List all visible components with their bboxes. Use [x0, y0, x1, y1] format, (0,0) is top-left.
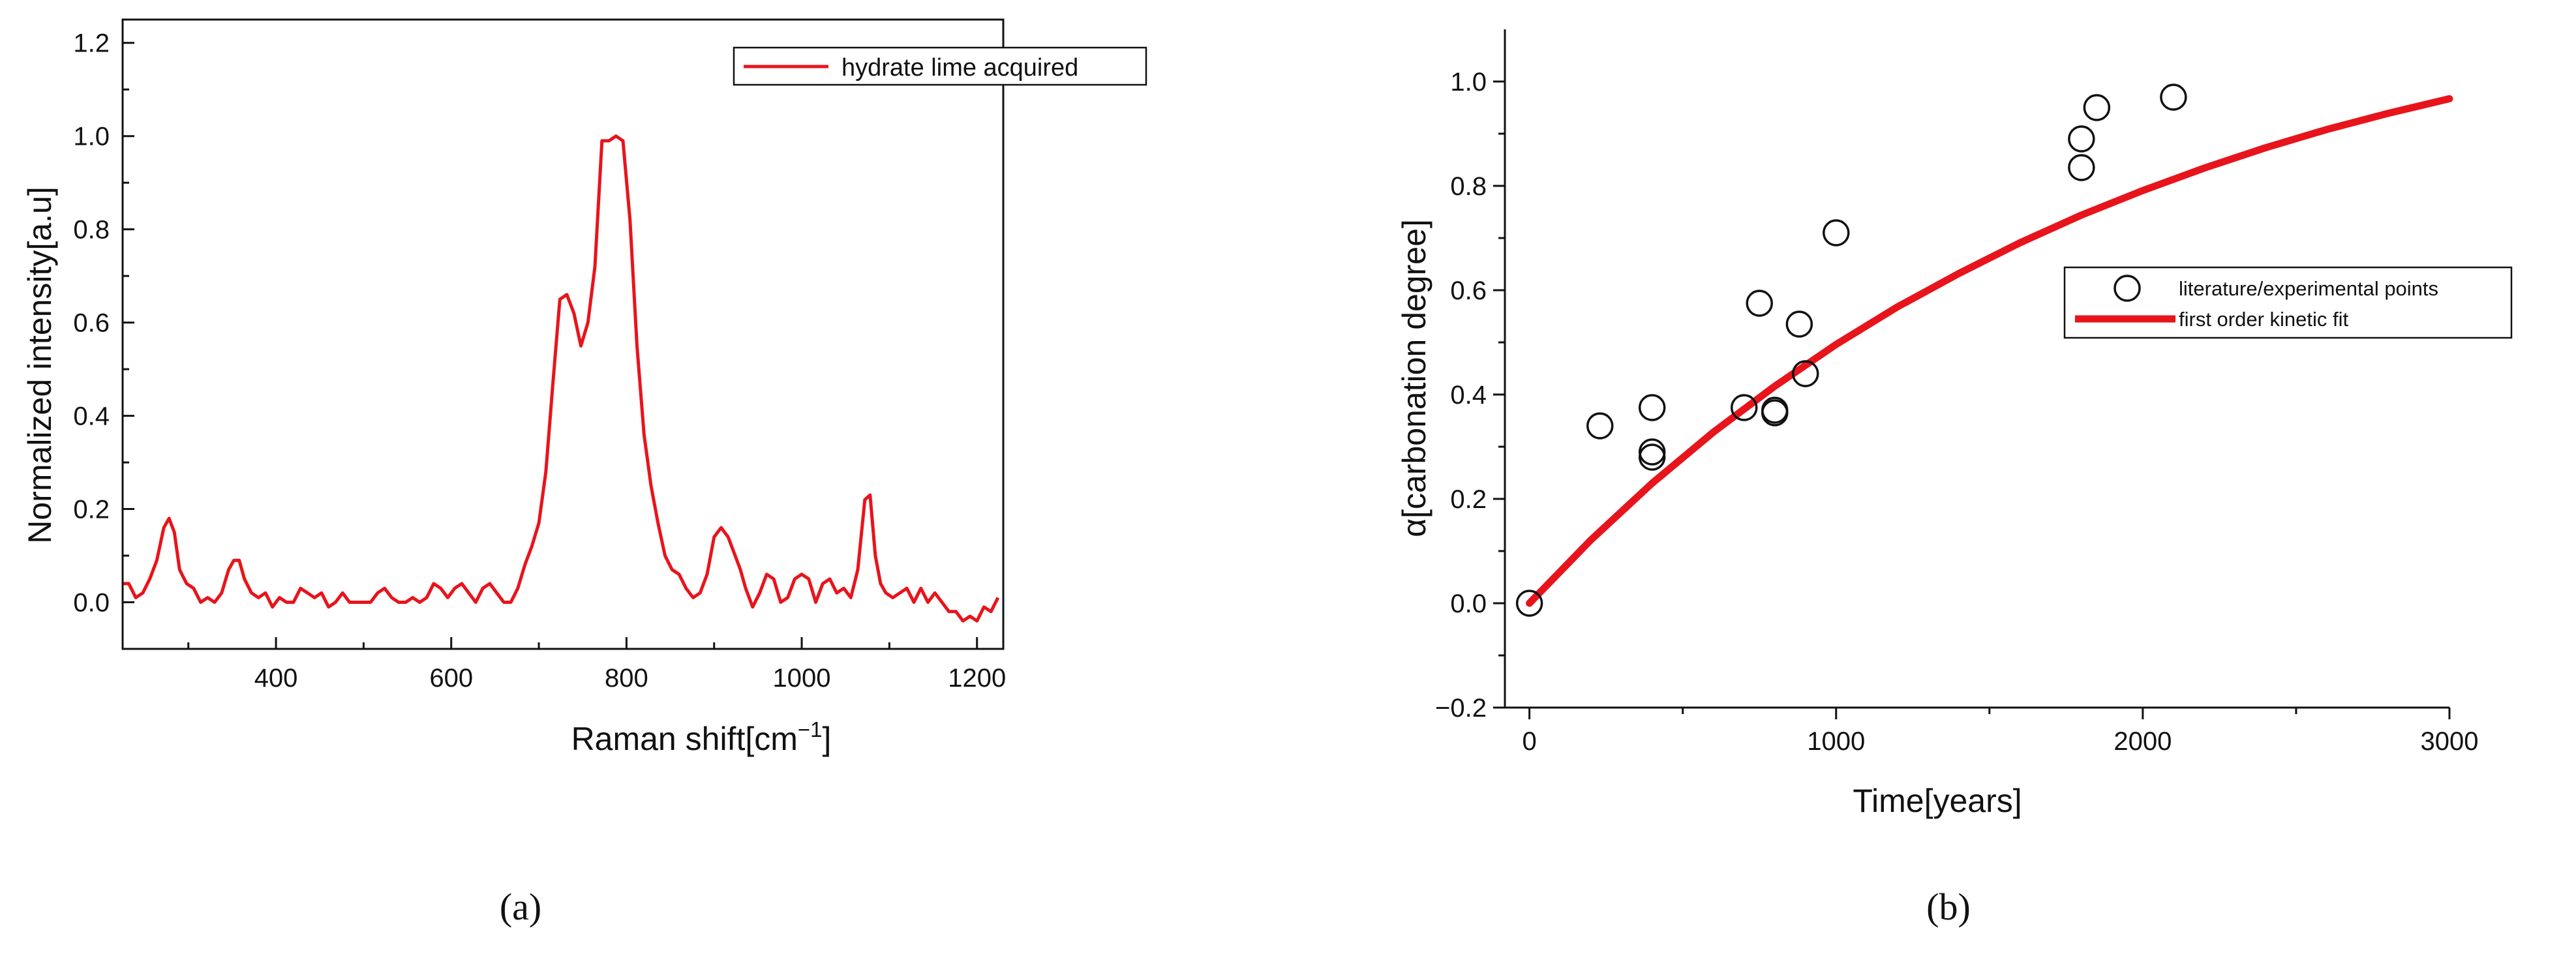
panel-b-legend: literature/experimental points first ord…	[2063, 266, 2513, 339]
panel-b-data-point	[2160, 83, 2187, 111]
panel-b-y-tick-label: 1.0	[1450, 68, 1487, 97]
panel-b-y-tick-label: 0.2	[1450, 485, 1487, 514]
panel-b-carbonation-chart: 0 1000 2000 3000 −0.2 0.0 0.2 0.4 0.6 0.8 1.0 lite…	[1396, 29, 2513, 928]
panel-b-legend-label-fit: first order kinetic fit	[2179, 308, 2349, 331]
panel-b-x-tick-label: 0	[1522, 727, 1536, 756]
panel-a-legend: hydrate lime acquired	[733, 46, 1147, 86]
panel-a-x-tick-label: 600	[429, 664, 473, 693]
panel-a-y-tick-label: 1.2	[73, 29, 110, 58]
panel-a-raman-chart: 400 600 800 1000 1200 0.0 0.2 0.4 0.6 0.8 1.0 1.2 h…	[22, 18, 1147, 928]
panel-b-y-tick-label: 0.4	[1450, 381, 1487, 410]
panel-b-data-point	[1746, 290, 1773, 317]
panel-a-x-axis-title-superscript: −1	[798, 717, 823, 741]
panel-b-data-point	[1730, 394, 1758, 421]
panel-a-x-axis-title: Raman shift[cm−1]	[571, 717, 832, 757]
panel-b-data-point	[2083, 94, 2111, 121]
panel-b-data-point	[1638, 443, 1666, 471]
panel-b-plot-area	[1515, 83, 2453, 617]
panel-b-legend-marker-points	[2114, 275, 2141, 302]
panel-a-x-axis-title-close: ]	[823, 721, 832, 757]
panel-b-data-point	[2068, 154, 2095, 181]
panel-b-x-tick-label: 1000	[1807, 727, 1865, 756]
panel-b-ticks: 0 1000 2000 3000 −0.2 0.0 0.2 0.4 0.6 0.8 1.0	[1435, 29, 2478, 756]
panel-a-y-tick-label: 1.0	[73, 123, 110, 151]
panel-a-label: (a)	[500, 886, 541, 928]
panel-a-legend-label: hydrate lime acquired	[841, 54, 1078, 82]
panel-a-x-tick-label: 1000	[773, 664, 831, 693]
panel-a-y-tick-label: 0.2	[73, 496, 110, 524]
panel-b-y-tick-label: 0.8	[1450, 172, 1487, 201]
panel-a-plot-area	[123, 134, 1000, 623]
panel-a-x-tick-label: 400	[254, 664, 298, 693]
panel-a-y-tick-label: 0.0	[73, 589, 110, 618]
panel-b-y-tick-label: 0.0	[1450, 590, 1487, 618]
panel-b-data-point	[2068, 125, 2095, 153]
panel-b-data-point	[1791, 360, 1819, 387]
panel-a-x-tick-label: 800	[605, 664, 648, 693]
panel-b-x-tick-label: 2000	[2114, 727, 2172, 756]
panel-b-data-point	[1586, 412, 1614, 440]
panel-a-ticks: 400 600 800 1000 1200 0.0 0.2 0.4 0.6 0.8 1.0 1.2	[73, 29, 1006, 693]
panel-b-data-point	[1638, 394, 1666, 421]
panel-b-data-point	[1761, 399, 1789, 427]
panel-b-data-point	[1785, 310, 1813, 338]
panel-b-data-point	[1822, 219, 1850, 247]
panel-a-axes-frame	[121, 18, 1005, 650]
panel-b-y-tick-label: −0.2	[1435, 694, 1487, 723]
panel-a-y-tick-label: 0.6	[73, 309, 110, 338]
panel-a-series-line-hydrate-lime	[123, 134, 1000, 623]
panel-b-y-axis-title: α[carbonation degree]	[1396, 219, 1432, 537]
panel-b-x-axis-title: Time[years]	[1853, 783, 2022, 819]
panel-b-x-tick-label: 3000	[2421, 727, 2479, 756]
panel-b-legend-box	[2063, 266, 2513, 339]
panel-a-y-axis-title: Normalized intensity[a.u]	[22, 187, 58, 543]
panel-a-y-tick-label: 0.4	[73, 402, 110, 431]
panel-b-y-tick-label: 0.6	[1450, 277, 1487, 305]
panel-b-data-point	[1515, 590, 1543, 617]
panel-a-x-tick-label: 1200	[948, 664, 1006, 693]
panel-b-label: (b)	[1926, 886, 1971, 928]
panel-a-y-tick-label: 0.8	[73, 216, 110, 245]
panel-b-fit-line-first-order	[1526, 95, 2453, 607]
panel-b-legend-label-points: literature/experimental points	[2179, 277, 2438, 300]
panel-a-x-axis-title-main: Raman shift[cm	[571, 721, 798, 757]
